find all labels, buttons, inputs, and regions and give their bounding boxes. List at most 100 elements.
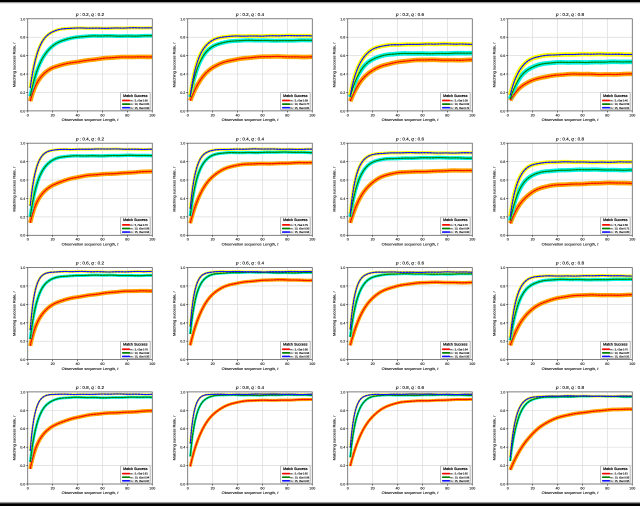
svg-text:m : 10, rSat 0.77: m : 10, rSat 0.77: [290, 102, 309, 106]
svg-text:100: 100: [469, 486, 475, 490]
svg-text:0: 0: [347, 486, 349, 490]
svg-text:0.6: 0.6: [340, 303, 345, 307]
svg-text:0.0: 0.0: [340, 109, 345, 113]
svg-text:Match Success: Match Success: [603, 467, 628, 471]
svg-text:40: 40: [75, 113, 79, 117]
svg-text:20: 20: [211, 362, 215, 366]
svg-text:m : 15, rSat 0.95: m : 15, rSat 0.95: [130, 355, 149, 359]
svg-text:0.6: 0.6: [20, 427, 25, 431]
svg-text:0.8: 0.8: [500, 284, 505, 288]
svg-text:1.0: 1.0: [500, 142, 505, 146]
svg-text:p : 0.2, q : 0.4: p : 0.2, q : 0.4: [235, 12, 265, 17]
svg-text:m : 15, rSat 0.97: m : 15, rSat 0.97: [130, 479, 149, 483]
svg-text:60: 60: [260, 362, 264, 366]
svg-text:1.0: 1.0: [20, 266, 25, 270]
svg-text:Matching success Rate, r: Matching success Rate, r: [12, 166, 17, 212]
svg-text:Match Success: Match Success: [603, 218, 628, 222]
svg-text:60: 60: [260, 238, 264, 242]
svg-text:Observation sequence Length, t: Observation sequence Length, t: [222, 117, 280, 122]
svg-text:100: 100: [149, 362, 155, 366]
svg-text:80: 80: [605, 238, 609, 242]
svg-text:m : 10, rSat 0.94: m : 10, rSat 0.94: [130, 475, 149, 479]
svg-text:0.8: 0.8: [20, 284, 25, 288]
svg-text:40: 40: [235, 238, 239, 242]
svg-text:20: 20: [371, 113, 375, 117]
svg-text:0.4: 0.4: [180, 446, 185, 450]
svg-text:0.4: 0.4: [20, 197, 25, 201]
svg-text:p : 0.2, q : 0.8: p : 0.2, q : 0.8: [555, 12, 585, 17]
svg-text:Match Success: Match Success: [443, 94, 468, 98]
svg-text:80: 80: [285, 238, 289, 242]
svg-text:0.4: 0.4: [500, 446, 505, 450]
svg-text:0.6: 0.6: [500, 427, 505, 431]
svg-text:0.8: 0.8: [180, 160, 185, 164]
svg-text:0.0: 0.0: [20, 358, 25, 362]
svg-text:40: 40: [235, 486, 239, 490]
svg-text:60: 60: [100, 486, 104, 490]
svg-text:0.0: 0.0: [180, 234, 185, 238]
svg-text:m : 5, rSat 0.76: m : 5, rSat 0.76: [130, 347, 148, 351]
svg-text:m : 15, rSat 0.97: m : 15, rSat 0.97: [450, 479, 469, 483]
svg-text:m : 10, rSat 0.53: m : 10, rSat 0.53: [610, 102, 629, 106]
svg-text:m : 10, rSat 0.81: m : 10, rSat 0.81: [130, 102, 149, 106]
svg-text:m : 15, rSat 0.97: m : 15, rSat 0.97: [290, 479, 309, 483]
svg-text:m : 5, rSat 0.70: m : 5, rSat 0.70: [450, 223, 468, 227]
svg-text:m : 10, rSat 0.92: m : 10, rSat 0.92: [130, 351, 149, 355]
svg-text:0: 0: [507, 113, 509, 117]
svg-text:m : 10, rSat 0.87: m : 10, rSat 0.87: [610, 351, 629, 355]
svg-text:Match Success: Match Success: [443, 218, 468, 222]
svg-text:100: 100: [309, 113, 315, 117]
svg-text:p : 0.8, q : 0.6: p : 0.8, q : 0.6: [395, 385, 425, 390]
svg-text:0.2: 0.2: [20, 91, 25, 95]
svg-text:40: 40: [75, 238, 79, 242]
svg-text:Matching success Rate, r: Matching success Rate, r: [492, 166, 497, 212]
svg-text:0.0: 0.0: [20, 234, 25, 238]
svg-text:60: 60: [260, 113, 264, 117]
svg-text:0: 0: [187, 486, 189, 490]
svg-text:0: 0: [187, 113, 189, 117]
svg-text:Observation sequence Length, t: Observation sequence Length, t: [542, 366, 600, 371]
svg-text:p : 0.4, q : 0.4: p : 0.4, q : 0.4: [235, 136, 265, 141]
svg-text:p : 0.6, q : 0.6: p : 0.6, q : 0.6: [395, 261, 425, 266]
svg-text:0.4: 0.4: [180, 197, 185, 201]
svg-text:80: 80: [125, 238, 129, 242]
svg-text:1.0: 1.0: [340, 266, 345, 270]
svg-text:80: 80: [285, 486, 289, 490]
svg-text:Matching success Rate, r: Matching success Rate, r: [332, 290, 337, 336]
svg-text:Matching success Rate, r: Matching success Rate, r: [492, 290, 497, 336]
svg-text:100: 100: [149, 113, 155, 117]
svg-text:p : 0.8, q : 0.4: p : 0.8, q : 0.4: [235, 385, 265, 390]
svg-text:1.0: 1.0: [500, 17, 505, 21]
svg-text:0: 0: [27, 238, 29, 242]
svg-text:60: 60: [580, 113, 584, 117]
svg-text:40: 40: [555, 238, 559, 242]
svg-text:Observation sequence Length, t: Observation sequence Length, t: [382, 117, 440, 122]
svg-text:100: 100: [309, 238, 315, 242]
svg-text:0: 0: [347, 113, 349, 117]
svg-text:1.0: 1.0: [180, 17, 185, 21]
svg-text:Matching success Rate, r: Matching success Rate, r: [12, 42, 17, 88]
svg-text:p : 0.2, q : 0.6: p : 0.2, q : 0.6: [395, 12, 425, 17]
svg-text:m : 5, rSat 0.92: m : 5, rSat 0.92: [290, 472, 308, 476]
svg-text:m : 5, rSat 0.70: m : 5, rSat 0.70: [130, 223, 148, 227]
svg-text:m : 15, rSat 0.80: m : 15, rSat 0.80: [610, 230, 629, 234]
svg-text:0: 0: [347, 362, 349, 366]
svg-text:0: 0: [507, 238, 509, 242]
svg-text:0.4: 0.4: [500, 197, 505, 201]
svg-text:Observation sequence Length, t: Observation sequence Length, t: [542, 241, 600, 246]
svg-text:20: 20: [531, 486, 535, 490]
svg-text:m : 10, rSat 0.95: m : 10, rSat 0.95: [610, 475, 629, 479]
svg-text:20: 20: [51, 113, 55, 117]
svg-text:0.8: 0.8: [340, 284, 345, 288]
svg-text:0.0: 0.0: [500, 482, 505, 486]
svg-text:Match Success: Match Success: [443, 343, 468, 347]
svg-text:Match Success: Match Success: [603, 343, 628, 347]
svg-text:m : 15, rSat 0.95: m : 15, rSat 0.95: [610, 479, 629, 483]
svg-text:m : 10, rSat 0.84: m : 10, rSat 0.84: [450, 227, 469, 231]
svg-text:0: 0: [187, 362, 189, 366]
svg-text:p : 0.6, q : 0.4: p : 0.6, q : 0.4: [235, 261, 265, 266]
svg-text:60: 60: [100, 238, 104, 242]
svg-text:100: 100: [629, 238, 635, 242]
svg-text:80: 80: [605, 486, 609, 490]
svg-text:40: 40: [395, 238, 399, 242]
